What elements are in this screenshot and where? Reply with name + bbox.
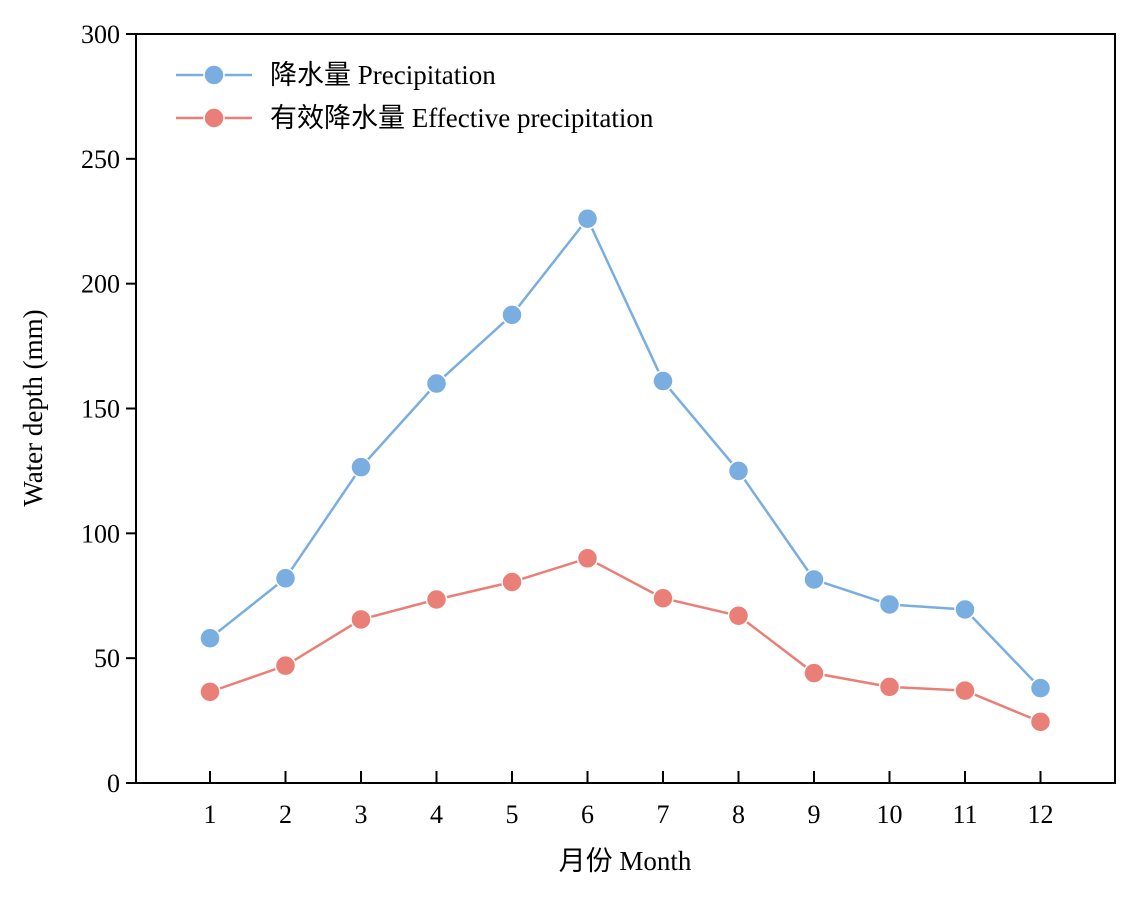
x-tick-label: 2 [279,800,292,829]
data-point [727,460,750,482]
data-point [274,654,297,677]
x-axis-label: 月份 Month [559,846,692,876]
data-point [199,681,221,703]
legend-label-1: 降水量 Precipitation [270,60,496,90]
x-tick-label: 8 [732,800,745,829]
data-point [576,208,599,230]
data-point [501,304,523,326]
y-tick-label: 100 [81,519,120,548]
y-axis: 0 50 100 150 200 250 300 [81,20,136,798]
legend-label-2: 有效降水量 Effective precipitation [270,103,654,133]
data-point [1029,677,1052,699]
y-tick-label: 200 [81,270,120,299]
y-tick-label: 300 [81,20,120,49]
series-layer [199,208,1052,733]
data-point [199,627,221,649]
x-axis: 1 2 3 4 5 6 7 8 9 10 11 12 [204,771,1054,829]
legend-marker-2 [203,107,225,129]
x-tick-label: 1 [204,800,217,829]
y-tick-label: 50 [94,644,120,673]
data-point [878,593,901,616]
legend-marker-1 [203,64,225,86]
data-point [350,608,372,631]
data-point [954,598,976,621]
x-tick-label: 6 [581,800,594,829]
x-tick-label: 12 [1028,800,1054,829]
data-point [652,370,674,392]
x-tick-label: 5 [506,800,519,829]
x-tick-label: 3 [355,800,368,829]
y-tick-label: 250 [81,145,120,174]
data-point [727,604,750,627]
data-point [425,588,448,611]
x-tick-label: 7 [657,800,670,829]
data-point [652,587,674,609]
legend: 降水量 Precipitation 有效降水量 Effective precipi… [176,60,654,133]
data-point [425,372,448,395]
y-tick-label: 0 [107,769,120,798]
data-point [501,571,523,593]
data-point [878,676,901,698]
data-point [803,568,825,591]
y-axis-label: Water depth (mm) [18,309,48,506]
data-point [1029,711,1052,733]
data-point [576,547,599,570]
x-tick-label: 10 [877,800,903,829]
y-tick-label: 150 [81,395,120,424]
x-tick-label: 9 [808,800,821,829]
data-point [350,456,372,478]
x-tick-label: 11 [952,800,977,829]
data-point [803,662,825,684]
series-line-2 [209,556,1041,723]
x-tick-label: 4 [430,800,443,829]
series-line-1 [209,216,1042,689]
data-point [274,567,297,590]
data-point [954,679,976,702]
